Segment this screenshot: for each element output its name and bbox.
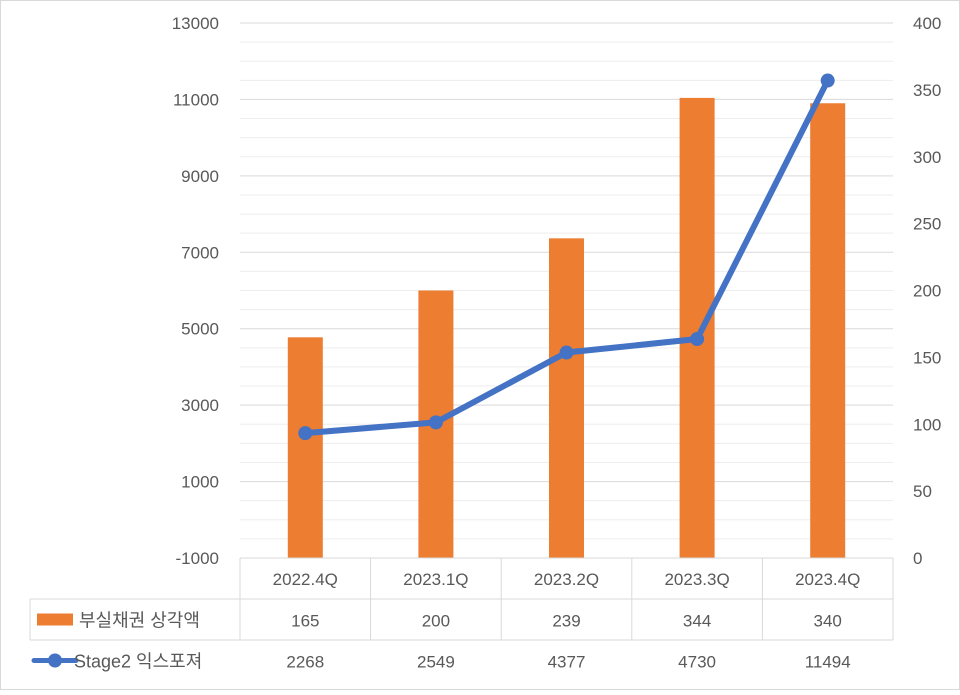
line-series xyxy=(298,73,835,441)
line-point xyxy=(690,332,705,347)
bar-series xyxy=(287,97,846,559)
line-point xyxy=(298,426,313,441)
left-tick-label: 5000 xyxy=(181,320,219,339)
right-tick-label: 100 xyxy=(913,415,941,434)
data-label: 4377 xyxy=(548,653,586,672)
category-label: 2023.3Q xyxy=(664,570,729,589)
series-name-label: 부실채권 상각액 xyxy=(79,611,200,631)
bar xyxy=(679,97,715,559)
right-tick-label: 300 xyxy=(913,148,941,167)
left-tick-label: 3000 xyxy=(181,396,219,415)
right-tick-label: 0 xyxy=(913,549,922,568)
legend-key-bar xyxy=(37,613,73,626)
legend-key-marker xyxy=(48,653,62,668)
data-label: 11494 xyxy=(805,653,851,672)
right-tick-label: 350 xyxy=(913,81,941,100)
right-tick-label: 250 xyxy=(913,215,941,234)
category-label: 2023.4Q xyxy=(795,570,860,589)
line-point xyxy=(428,415,443,430)
line-point xyxy=(559,345,574,360)
category-label: 2023.1Q xyxy=(403,570,468,589)
data-label: 4730 xyxy=(678,653,716,672)
data-table: 2022.4Q 2023.1Q 2023.2Q 2023.3Q 2023.4Q 부실채권 … xyxy=(29,557,894,672)
right-axis-ticks: 400 350 300 250 200 150 100 50 0 xyxy=(913,14,941,568)
left-axis-ticks: 13000 11000 9000 7000 5000 3000 1000 -1000 xyxy=(172,14,219,568)
left-tick-label: 13000 xyxy=(172,14,219,33)
data-label: 239 xyxy=(552,612,580,631)
left-tick-label: 9000 xyxy=(181,167,219,186)
right-tick-label: 200 xyxy=(913,282,941,301)
bar xyxy=(287,337,323,558)
data-label: 2549 xyxy=(417,653,455,672)
right-tick-label: 400 xyxy=(913,14,941,33)
left-tick-label: -1000 xyxy=(176,549,219,568)
data-label: 200 xyxy=(422,612,450,631)
data-label: 344 xyxy=(683,612,711,631)
left-tick-label: 1000 xyxy=(181,473,219,492)
category-label: 2023.2Q xyxy=(534,570,599,589)
line-point xyxy=(820,73,835,88)
series-name-label: Stage2 익스포져 xyxy=(74,652,202,672)
data-label: 165 xyxy=(291,612,319,631)
right-tick-label: 50 xyxy=(913,482,932,501)
data-label: 340 xyxy=(814,612,842,631)
bar xyxy=(549,238,584,558)
left-tick-label: 7000 xyxy=(181,243,219,262)
category-label: 2022.4Q xyxy=(273,570,338,589)
bar xyxy=(810,103,846,558)
right-tick-label: 150 xyxy=(913,348,941,367)
left-tick-label: 11000 xyxy=(173,90,219,109)
data-label: 2268 xyxy=(286,653,324,672)
